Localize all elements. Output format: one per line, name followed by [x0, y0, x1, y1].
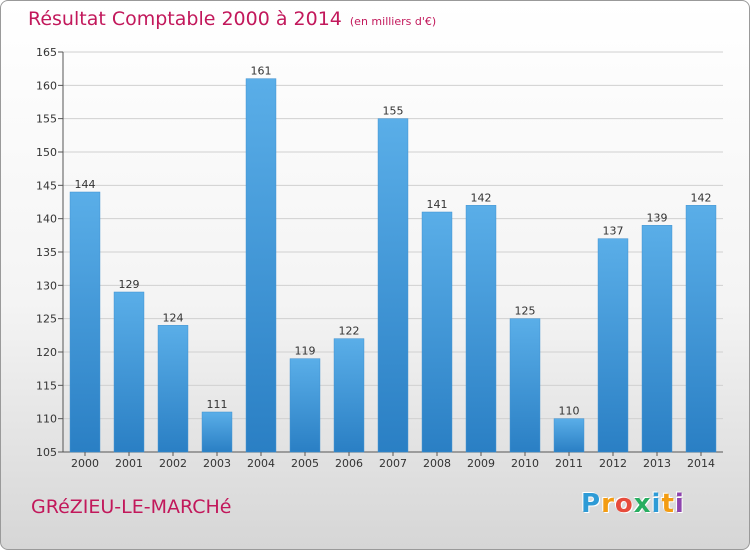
- bar: [289, 358, 321, 453]
- y-tick-label: 115: [36, 379, 57, 392]
- y-tick-label: 125: [36, 313, 57, 326]
- bar: [421, 211, 453, 453]
- logo-letter: r: [601, 489, 615, 519]
- x-tick-label: 2004: [247, 457, 275, 470]
- y-tick-label: 105: [36, 446, 57, 459]
- logo-letter: x: [633, 489, 652, 519]
- bar: [465, 205, 497, 453]
- bar: [333, 338, 365, 453]
- bar-value-label: 137: [603, 225, 624, 238]
- chart-title-text: Résultat Comptable 2000 à 2014: [28, 8, 342, 30]
- logo-letter: o: [614, 489, 634, 519]
- bar-value-label: 119: [295, 345, 316, 358]
- bar-value-label: 144: [75, 178, 96, 191]
- bar-value-label: 155: [383, 105, 404, 118]
- bar-value-label: 110: [559, 405, 580, 418]
- bar: [245, 78, 277, 453]
- bar: [553, 418, 585, 453]
- logo-letter: i: [651, 489, 662, 519]
- chart-title: Résultat Comptable 2000 à 2014 (en millie…: [28, 8, 436, 30]
- logo-letter: P: [581, 489, 602, 519]
- x-tick-label: 2009: [467, 457, 495, 470]
- bar: [509, 318, 541, 453]
- y-tick-label: 160: [36, 79, 57, 92]
- bar-value-label: 139: [647, 211, 668, 224]
- y-tick-label: 135: [36, 246, 57, 259]
- bar-value-label: 111: [207, 398, 228, 411]
- x-tick-label: 2001: [115, 457, 143, 470]
- x-tick-label: 2000: [71, 457, 99, 470]
- x-tick-label: 2003: [203, 457, 231, 470]
- y-tick-label: 140: [36, 213, 57, 226]
- bar-value-label: 141: [427, 198, 448, 211]
- bar-value-label: 122: [339, 325, 360, 338]
- x-tick-label: 2012: [599, 457, 627, 470]
- x-tick-label: 2013: [643, 457, 671, 470]
- bar: [641, 225, 673, 453]
- bar: [377, 118, 409, 453]
- bar: [201, 411, 233, 453]
- bar-value-label: 142: [691, 191, 712, 204]
- commune-name: GRéZIEU-LE-MARCHé: [31, 496, 232, 518]
- y-tick-label: 130: [36, 279, 57, 292]
- bar: [157, 325, 189, 453]
- bar-value-label: 161: [251, 65, 272, 78]
- bar: [69, 191, 101, 453]
- x-tick-label: 2010: [511, 457, 539, 470]
- x-tick-label: 2006: [335, 457, 363, 470]
- y-tick-label: 145: [36, 179, 57, 192]
- logo-letter: t: [661, 489, 675, 519]
- y-tick-label: 165: [36, 46, 57, 59]
- y-tick-label: 110: [36, 413, 57, 426]
- bar-value-label: 125: [515, 305, 536, 318]
- chart-subtitle: (en milliers d'€): [349, 15, 437, 28]
- bar-value-label: 129: [119, 278, 140, 291]
- x-tick-label: 2011: [555, 457, 583, 470]
- logo-letter: i: [674, 489, 685, 519]
- x-tick-label: 2014: [687, 457, 715, 470]
- y-tick-label: 120: [36, 346, 57, 359]
- y-tick-label: 150: [36, 146, 57, 159]
- bar-value-label: 142: [471, 191, 492, 204]
- bar: [685, 205, 717, 453]
- bar-value-label: 124: [163, 311, 184, 324]
- x-tick-label: 2002: [159, 457, 187, 470]
- proxiti-logo: Proxiti: [581, 489, 685, 519]
- y-tick-label: 155: [36, 113, 57, 126]
- x-tick-label: 2008: [423, 457, 451, 470]
- x-tick-label: 2007: [379, 457, 407, 470]
- x-tick-label: 2005: [291, 457, 319, 470]
- bar: [113, 291, 145, 453]
- bar: [597, 238, 629, 453]
